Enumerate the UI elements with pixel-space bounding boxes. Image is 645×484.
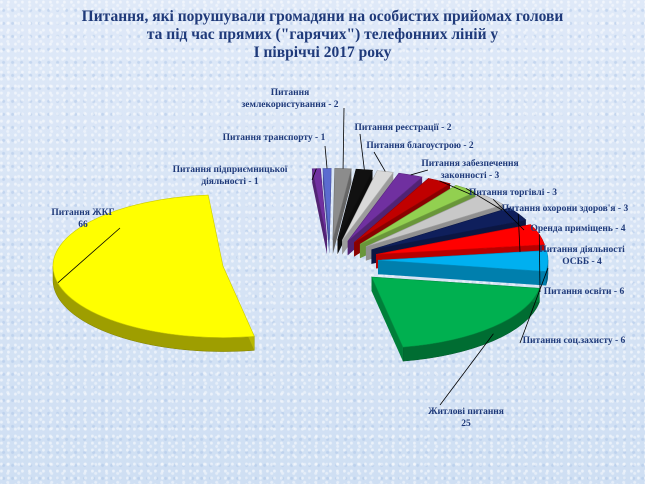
slice-label: Питання підприємницької діяльності - 1 xyxy=(173,164,288,187)
pie-slice xyxy=(377,250,549,286)
chart-title-line-2: та під час прямих ("гарячих") телефонних… xyxy=(146,26,499,43)
chart-title: Питання, які порушували громадяни на осо… xyxy=(0,8,645,62)
pie-slices xyxy=(52,168,549,362)
slice-label: Оренда приміщень - 4 xyxy=(530,223,625,234)
leader-line xyxy=(517,213,521,253)
leader-line xyxy=(465,188,503,211)
slice-label-line: Питання соц.захисту - 6 xyxy=(523,336,626,346)
slice-label-line: Питання діяльності xyxy=(539,244,625,255)
slice-label-line: Житлові питання xyxy=(428,406,504,417)
slice-label: Питання ЖКГ 66 xyxy=(51,208,114,230)
slice-label-line: Питання транспорту - 1 xyxy=(223,133,326,143)
slice-label-line: Питання підприємницької xyxy=(173,164,288,175)
chart-title-line-3: І півріччі 2017 року xyxy=(253,44,392,61)
slice-label-line: Питання реєстрації - 2 xyxy=(355,122,452,133)
slice-label-line: Питання благоустрою - 2 xyxy=(366,140,474,151)
slice-label: Питання транспорту - 1 xyxy=(223,133,326,143)
leader-line xyxy=(439,180,471,195)
slice-label: Питання діяльності ОСББ - 4 xyxy=(539,244,625,267)
slice-label: Питання торгівлі - 3 xyxy=(469,187,557,198)
slice-label: Питання охорони здоров'я - 3 xyxy=(502,204,629,214)
pie-slice xyxy=(311,168,328,254)
slice-label-line: діяльності - 1 xyxy=(201,176,259,187)
slice-label-line: Питання xyxy=(271,88,309,98)
leader-line xyxy=(324,145,328,169)
slice-label-line: 66 xyxy=(78,220,88,230)
pie-slice xyxy=(52,194,255,352)
leader-line xyxy=(538,234,541,293)
pie-labels: Питання підприємницької діяльності - 1Пит… xyxy=(51,88,628,429)
leader-line xyxy=(373,151,386,172)
slice-label: Питання забезпечення законності - 3 xyxy=(421,158,518,181)
slice-label-line: Питання охорони здоров'я - 3 xyxy=(502,204,629,214)
slice-label-line: Питання ЖКГ xyxy=(51,208,114,218)
leader-line xyxy=(359,133,365,170)
leader-line xyxy=(439,333,494,406)
slice-label: Питання благоустрою - 2 xyxy=(366,140,474,151)
slice-label-line: Питання торгівлі - 3 xyxy=(469,187,557,198)
pie-slice xyxy=(322,168,332,254)
leader-line xyxy=(410,169,429,176)
slice-label: Питання землекористування - 2 xyxy=(241,88,338,110)
leader-line xyxy=(311,168,317,181)
slice-label-line: Питання освіти - 6 xyxy=(544,286,625,297)
pie-slice xyxy=(332,168,352,254)
slice-label-line: ОСББ - 4 xyxy=(562,257,602,267)
slice-label-line: 25 xyxy=(461,419,471,429)
chart-title-line-1: Питання, які порушували громадяни на осо… xyxy=(81,8,564,25)
slice-label: Питання соц.захисту - 6 xyxy=(523,336,626,346)
slice-label-line: Оренда приміщень - 4 xyxy=(530,223,625,234)
leader-line xyxy=(342,107,345,169)
slice-label: Питання реєстрації - 2 xyxy=(355,122,452,133)
slice-label-line: законності - 3 xyxy=(441,170,500,181)
slice-label-line: Питання забезпечення xyxy=(421,158,518,169)
leader-line xyxy=(57,227,121,283)
leader-line xyxy=(519,267,549,344)
slice-label: Житлові питання 25 xyxy=(428,406,504,429)
slice-label-line: землекористування - 2 xyxy=(241,100,338,110)
slice-label: Питання освіти - 6 xyxy=(544,286,625,297)
pie-slice xyxy=(371,276,540,362)
